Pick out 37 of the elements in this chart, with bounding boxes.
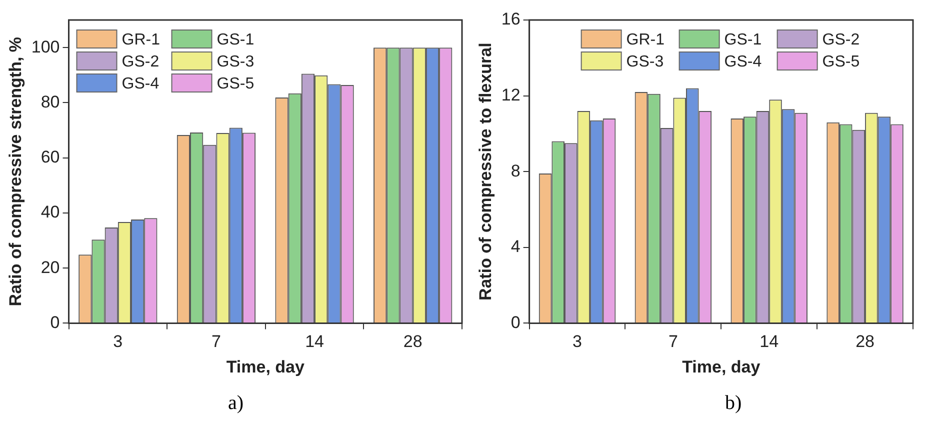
legend-label: GS-2 — [822, 31, 860, 48]
legend-label: GS-4 — [122, 75, 160, 92]
y-tick-label: 12 — [501, 85, 520, 104]
legend-label: GR-1 — [122, 31, 160, 48]
x-tick-label: 3 — [572, 332, 582, 352]
legend-label: GR-1 — [626, 31, 665, 48]
x-tick-label: 14 — [305, 332, 324, 352]
legend-label: GS-5 — [822, 53, 860, 70]
legend-label: GS-5 — [216, 75, 254, 92]
y-tick-label: 80 — [40, 92, 60, 112]
y-tick-label: 40 — [40, 202, 60, 222]
x-tick-label: 28 — [856, 332, 874, 352]
x-tick-label: 7 — [668, 332, 678, 352]
legend-label: GS-4 — [724, 53, 762, 70]
legend-label: GS-1 — [216, 31, 254, 48]
y-tick-label: 4 — [510, 237, 520, 256]
x-tick-label: 28 — [403, 332, 422, 352]
y-tick-label: 100 — [31, 37, 60, 56]
text: b) — [725, 392, 742, 415]
y-tick-label: 0 — [510, 312, 520, 332]
y-tick-label: 60 — [40, 148, 60, 167]
legend-label: GS-3 — [626, 53, 664, 70]
legend-label: GS-2 — [122, 53, 160, 70]
x-tick-label: 7 — [211, 332, 221, 352]
legend-label: GS-3 — [216, 53, 254, 70]
text: a) — [228, 392, 244, 415]
y-axis-title: Ratio of compressive to flexural — [476, 42, 495, 301]
x-tick-label: 14 — [760, 332, 779, 352]
x-axis-title: Time, day — [682, 357, 761, 376]
y-tick-label: 8 — [510, 161, 520, 180]
legend-label: GS-1 — [724, 31, 762, 48]
x-tick-label: 3 — [113, 332, 123, 352]
y-tick-label: 16 — [501, 10, 520, 29]
y-axis-title: Ratio of compressive strength, % — [6, 36, 25, 306]
x-axis-title: Time, day — [226, 357, 305, 376]
y-tick-label: 20 — [40, 258, 60, 277]
y-tick-label: 0 — [50, 312, 60, 332]
